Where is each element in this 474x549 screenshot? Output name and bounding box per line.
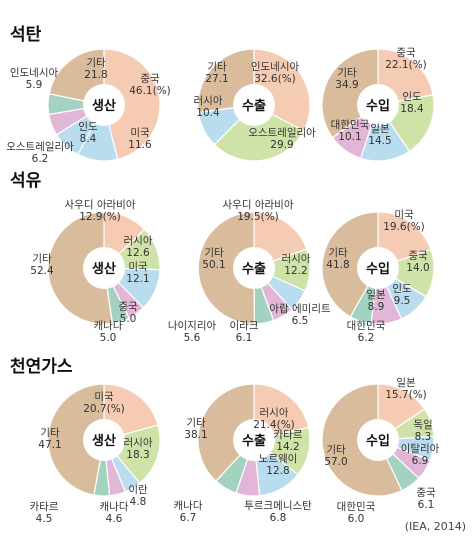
slice-label-1-2-5: 기타 41.8 xyxy=(326,247,349,271)
donut-center-label-2-1: 수출 xyxy=(242,433,266,449)
slice-label-1-0-0: 사우디 아라비아 12.9(%) xyxy=(65,199,136,223)
slice-label-1-2-2: 인도 9.5 xyxy=(392,283,412,307)
section-title-gas: 천연가스 xyxy=(10,357,73,377)
section-title-oil: 석유 xyxy=(10,171,42,191)
pie-slice-0-0-0 xyxy=(103,48,161,161)
donut-hole-1-2 xyxy=(357,247,399,289)
slice-label-1-1-5: 기타 50.1 xyxy=(202,247,225,271)
slice-label-2-2-2: 이탈리아 6.9 xyxy=(401,442,440,467)
slice-label-2-1-5: 기타 38.1 xyxy=(184,417,207,441)
donut-hole-0-1 xyxy=(233,84,275,126)
section-title-coal: 석탄 xyxy=(10,25,42,45)
slice-label-1-1-0: 사우디 아라비아 19.5(%) xyxy=(223,199,294,223)
slice-label-0-0-4: 인도네시아 5.9 xyxy=(10,67,59,91)
slice-label-0-0-0: 중국 46.1(%) xyxy=(129,73,171,97)
slice-label-2-1-1: 카타르 14.2 xyxy=(274,429,303,453)
slice-label-0-1-0: 인도네시아 32.6(%) xyxy=(251,61,300,85)
slice-label-2-1-4: 캐나다 6.7 xyxy=(174,500,203,524)
source-note: (IEA, 2014) xyxy=(405,520,466,533)
donut-center-label-1-1: 수출 xyxy=(242,261,266,277)
slice-label-1-1-1: 러시아 12.2 xyxy=(282,253,311,277)
slice-label-2-1-3: 투르크메니스탄 6.8 xyxy=(244,500,312,524)
slice-label-2-1-2: 노르웨이 12.8 xyxy=(259,453,298,477)
slice-label-0-1-2: 러시아 10.4 xyxy=(194,95,223,119)
donut-center-label-0-0: 생산 xyxy=(92,98,116,114)
slice-label-1-1-2: 아랍 에미리트 6.5 xyxy=(269,302,331,327)
slice-label-2-1-0: 러시아 21.4(%) xyxy=(253,407,295,431)
pie-slice-0-2-2 xyxy=(359,103,411,162)
pie-slice-2-1-5 xyxy=(197,383,255,482)
slice-label-1-2-3: 일본 8.9 xyxy=(366,288,386,313)
slice-label-0-0-5: 기타 21.8 xyxy=(84,57,107,81)
slice-label-2-2-5: 기타 57.0 xyxy=(324,444,347,468)
slice-label-0-0-1: 미국 11.6 xyxy=(128,127,152,151)
slice-label-2-0-3: 캐나다 4.6 xyxy=(100,501,129,525)
slice-label-0-2-0: 중국 22.1(%) xyxy=(385,47,427,71)
slice-label-0-2-4: 기타 34.9 xyxy=(335,67,358,91)
slice-label-0-2-1: 인도 18.4 xyxy=(400,91,424,115)
slice-label-2-2-4: 대한민국 6.0 xyxy=(337,501,376,525)
slice-label-1-0-3: 중국 5.0 xyxy=(118,301,138,325)
slice-label-2-0-5: 기타 47.1 xyxy=(38,427,61,451)
donut-hole-1-1 xyxy=(233,247,275,289)
slice-label-0-0-2: 인도 8.4 xyxy=(78,121,98,145)
slice-label-0-2-2: 일본 14.5 xyxy=(368,122,391,147)
donut-hole-2-0 xyxy=(83,419,125,461)
donut-hole-1-0 xyxy=(83,247,125,289)
donut-hole-2-2 xyxy=(357,419,399,461)
slice-label-1-0-5: 기타 52.4 xyxy=(30,253,54,277)
pie-slice-0-2-4 xyxy=(321,48,379,139)
donut-center-label-1-0: 생산 xyxy=(92,261,116,277)
slice-label-1-2-1: 중국 14.0 xyxy=(406,250,429,274)
pie-slice-1-1-5 xyxy=(197,211,255,325)
slice-label-1-2-4: 대한민국 6.2 xyxy=(347,320,386,344)
slice-label-1-1-3: 이라크 6.1 xyxy=(230,320,259,344)
slice-label-0-1-1: 오스트레일리아 29.9 xyxy=(248,126,316,151)
slice-label-2-0-4: 카타르 4.5 xyxy=(30,501,59,525)
slice-label-1-1-4: 나이지리아 5.6 xyxy=(168,320,217,344)
donut-hole-0-0 xyxy=(83,84,125,126)
slice-label-2-2-3: 중국 6.1 xyxy=(416,487,436,511)
pie-slice-0-1-1 xyxy=(213,104,305,162)
slice-label-0-2-3: 대한민국 10.1 xyxy=(331,119,370,143)
slice-label-0-1-3: 기타 27.1 xyxy=(205,61,228,85)
donut-center-label-2-2: 수입 xyxy=(366,434,390,449)
pie-slice-1-2-5 xyxy=(321,211,379,318)
slice-label-1-0-1: 러시아 12.6 xyxy=(124,235,153,259)
slice-label-1-2-0: 미국 19.6(%) xyxy=(383,209,425,233)
slice-label-2-0-1: 러시아 18.3 xyxy=(124,437,153,461)
slice-label-0-0-3: 오스트레일리아 6.2 xyxy=(6,140,74,165)
slice-label-2-2-0: 일본 15.7(%) xyxy=(385,376,427,401)
slice-label-2-2-1: 독일 8.3 xyxy=(413,418,432,443)
donut-hole-2-1 xyxy=(233,419,275,461)
donut-center-label-0-2: 수입 xyxy=(366,99,390,114)
donut-center-label-0-1: 수출 xyxy=(242,98,266,114)
slice-label-2-0-2: 이란 4.8 xyxy=(128,484,148,508)
pie-slice-2-0-5 xyxy=(47,383,105,496)
slice-label-1-0-4: 캐나다 5.0 xyxy=(94,320,123,344)
pie-slice-1-0-5 xyxy=(47,211,114,325)
slice-label-1-0-2: 미국 12.1 xyxy=(126,261,149,285)
slice-label-2-0-0: 미국 20.7(%) xyxy=(83,391,125,415)
donut-center-label-1-2: 수입 xyxy=(366,262,390,277)
donut-hole-0-2 xyxy=(357,84,399,126)
donut-center-label-2-0: 생산 xyxy=(92,433,116,449)
